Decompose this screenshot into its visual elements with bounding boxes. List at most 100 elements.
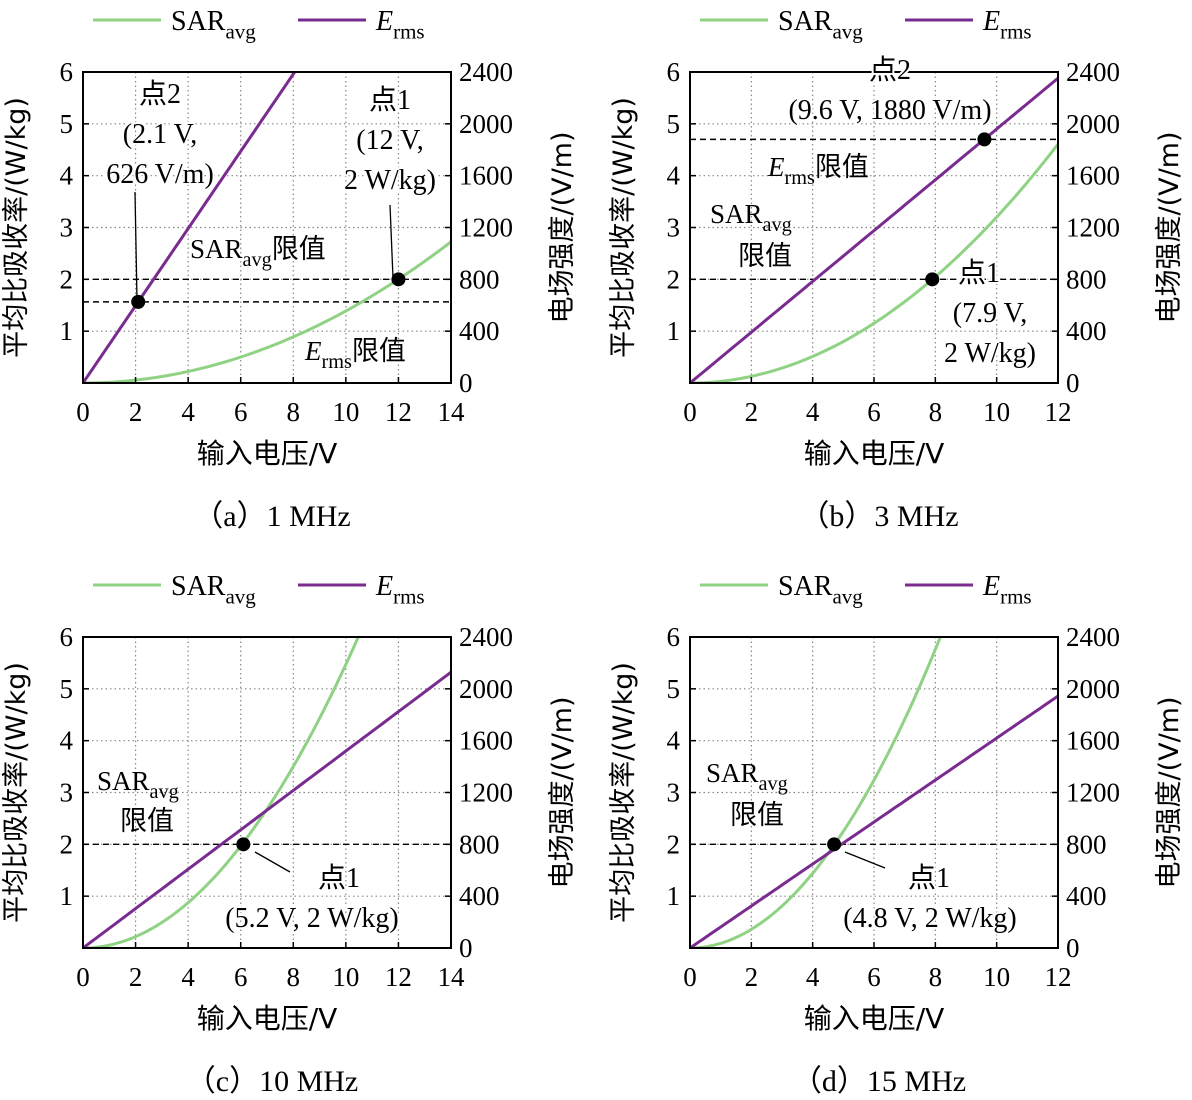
x-tick-label: 8 — [287, 397, 301, 427]
legend-label-sar-main: SAR — [778, 571, 833, 602]
limit-label-main: SAR — [97, 766, 150, 796]
panel-caption: （c）10 MHz — [186, 1065, 358, 1098]
y-right-tick-label: 2000 — [459, 109, 513, 139]
y-left-axis-label: 平均比吸收率/(W/kg) — [608, 97, 639, 358]
panel-caption: （a）1 MHz — [193, 500, 350, 533]
y-right-tick-label: 400 — [459, 316, 500, 346]
y-right-tick-label: 800 — [1066, 829, 1107, 859]
legend-label-sar-main: SAR — [778, 6, 833, 37]
data-point-1 — [827, 837, 842, 852]
limit-label-main: SAR — [190, 234, 243, 264]
annotation-text: (5.2 V, 2 W/kg) — [225, 903, 398, 934]
y-left-tick-label: 2 — [60, 829, 74, 859]
x-tick-label: 0 — [683, 397, 697, 427]
x-tick-label: 8 — [929, 397, 943, 427]
legend-label-erms-sub: rms — [393, 19, 425, 43]
x-tick-label: 0 — [76, 962, 90, 992]
legend-label-sar: SARavg — [171, 571, 256, 608]
limit-label-main: E — [304, 336, 322, 366]
y-left-tick-label: 2 — [667, 264, 681, 294]
x-tick-label: 4 — [806, 397, 820, 427]
chart-panel-d: 0 2 4 6 8 10 1212345604008001200160020002400输入… — [608, 571, 1185, 1098]
data-point-1 — [236, 837, 251, 852]
y-left-axis-label: 平均比吸收率/(W/kg) — [1, 662, 32, 923]
legend-label-erms: Erms — [375, 571, 425, 608]
y-left-tick-label: 4 — [667, 161, 681, 191]
series-line-saravg — [83, 637, 360, 948]
x-tick-label: 6 — [867, 962, 881, 992]
series-line-erms — [690, 77, 1058, 383]
x-tick-label: 6 — [234, 962, 248, 992]
x-tick-label: 10 — [983, 397, 1010, 427]
limit-label-main: SAR — [706, 758, 759, 788]
y-right-axis-label: 电场强度/(V/m) — [1154, 696, 1185, 888]
series-line-erms — [690, 694, 1058, 948]
data-point-1 — [391, 272, 406, 287]
y-right-tick-label: 800 — [459, 264, 500, 294]
legend-label-sar-sub: avg — [832, 584, 863, 608]
legend-label-sar-main: SAR — [171, 571, 226, 602]
limit-label: Erms限值 — [304, 336, 406, 373]
annotation-leader — [254, 851, 291, 873]
y-right-tick-label: 0 — [459, 933, 473, 963]
y-left-tick-label: 6 — [667, 57, 681, 87]
y-left-tick-label: 6 — [60, 622, 74, 652]
legend-label-erms-main: E — [375, 6, 393, 37]
legend-label-sar-main: SAR — [171, 6, 226, 37]
limit-label-sub: rms — [785, 167, 815, 189]
annotation-text: (4.8 V, 2 W/kg) — [843, 903, 1016, 934]
annotation-text: 626 V/m) — [106, 159, 214, 190]
legend-label-erms: Erms — [982, 571, 1032, 608]
y-right-tick-label: 800 — [459, 829, 500, 859]
y-right-tick-label: 1200 — [1066, 778, 1120, 808]
y-left-tick-label: 1 — [667, 316, 681, 346]
x-axis-label: 输入电压/V — [197, 1002, 338, 1035]
panel-caption: （d）15 MHz — [792, 1065, 966, 1098]
y-right-tick-label: 2400 — [1066, 622, 1120, 652]
y-right-tick-label: 2400 — [459, 57, 513, 87]
legend-label-sar-sub: avg — [225, 19, 256, 43]
limit-label-suffix: 限值 — [815, 152, 869, 182]
x-tick-label: 4 — [181, 962, 195, 992]
limit-label-suffix: 限值 — [352, 336, 406, 366]
x-tick-label: 12 — [1045, 962, 1072, 992]
x-tick-label: 4 — [806, 962, 820, 992]
annotation-text: (2.1 V, — [123, 119, 197, 150]
limit-label-line2: 限值 — [730, 800, 784, 830]
data-point-1 — [925, 272, 940, 287]
y-right-tick-label: 1600 — [1066, 726, 1120, 756]
y-right-tick-label: 2400 — [459, 622, 513, 652]
limit-label-line2: 限值 — [120, 806, 174, 836]
limit-label: SARavg — [97, 766, 179, 803]
annotation-leader — [389, 204, 394, 279]
x-tick-label: 10 — [332, 962, 359, 992]
y-right-tick-label: 1600 — [1066, 161, 1120, 191]
series-line-saravg — [690, 143, 1058, 383]
x-tick-label: 8 — [287, 962, 301, 992]
data-point-2 — [131, 294, 146, 309]
x-tick-label: 2 — [129, 397, 143, 427]
annotation-text: (9.6 V, 1880 V/m) — [788, 95, 991, 126]
y-right-tick-label: 1600 — [459, 161, 513, 191]
y-left-tick-label: 4 — [60, 161, 74, 191]
x-tick-label: 4 — [181, 397, 195, 427]
y-left-tick-label: 4 — [667, 726, 681, 756]
limit-label-line2: 限值 — [738, 241, 792, 271]
y-right-tick-label: 400 — [459, 881, 500, 911]
y-left-tick-label: 5 — [60, 674, 74, 704]
limit-label-sub: avg — [759, 773, 788, 795]
x-tick-label: 14 — [438, 397, 466, 427]
y-left-tick-label: 5 — [60, 109, 74, 139]
annotation-text: 点1 — [908, 863, 950, 894]
y-left-tick-label: 4 — [60, 726, 74, 756]
chart-panel-b: 0 2 4 6 8 10 1212345604008001200160020002400输入… — [608, 6, 1185, 533]
y-right-tick-label: 800 — [1066, 264, 1107, 294]
annotation-text: 点2 — [139, 79, 181, 110]
x-tick-label: 6 — [234, 397, 248, 427]
y-right-tick-label: 1200 — [459, 778, 513, 808]
x-tick-label: 14 — [438, 962, 466, 992]
limit-label: SARavg — [710, 199, 792, 236]
series-line-saravg — [690, 637, 942, 948]
series-line-erms — [83, 671, 451, 948]
y-right-axis-label: 电场强度/(V/m) — [547, 696, 578, 888]
